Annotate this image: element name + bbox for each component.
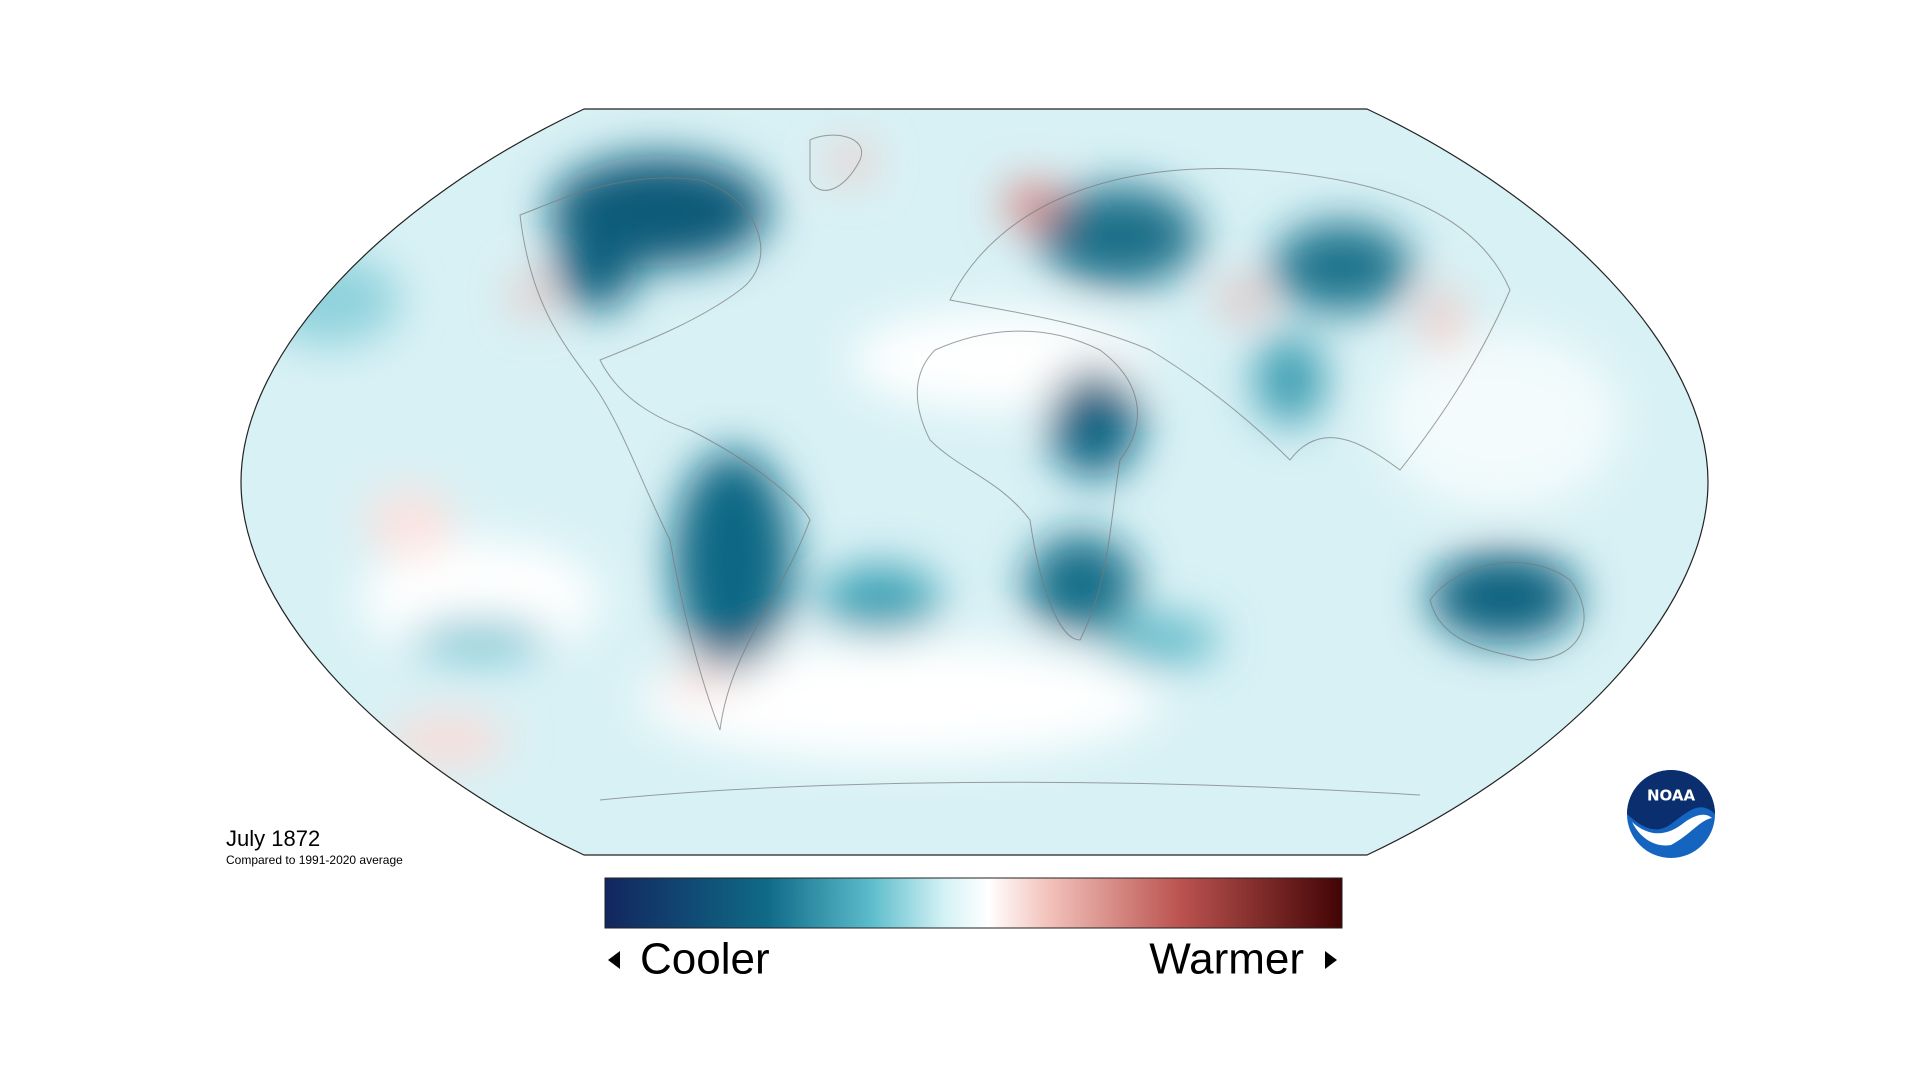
- cooler-label: Cooler: [640, 935, 770, 984]
- anomaly-map: [241, 109, 1708, 855]
- warmer-arrow: [1325, 951, 1337, 969]
- color-scale: [604, 877, 1343, 929]
- map-date: July 1872: [226, 826, 320, 851]
- cooler-arrow: [608, 951, 620, 969]
- noaa-logo: NOAA: [1627, 770, 1715, 858]
- map-subtitle: Compared to 1991-2020 average: [226, 853, 403, 867]
- map-outline: [240, 108, 1709, 856]
- warmer-label: Warmer: [1149, 935, 1304, 984]
- logo-text: NOAA: [1647, 787, 1696, 805]
